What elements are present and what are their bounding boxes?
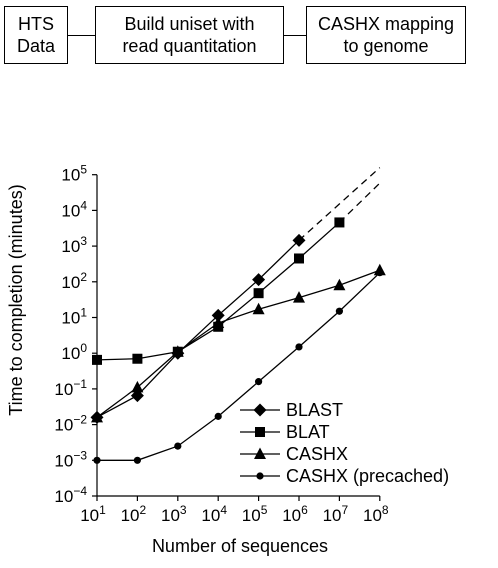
- flow-step-cashx-mapping: CASHX mapping to genome: [306, 6, 466, 64]
- data-point: [253, 288, 264, 299]
- extrapolation-line: [338, 182, 381, 223]
- flow-step-line: read quantitation: [122, 36, 257, 56]
- flow-step-hts-data: HTS Data: [4, 6, 68, 64]
- series-line: [96, 239, 300, 418]
- data-point: [292, 233, 306, 247]
- data-point: [255, 378, 263, 386]
- legend-marker: [256, 472, 264, 480]
- extrapolation-line: [298, 167, 381, 241]
- legend-marker: [253, 403, 267, 417]
- data-point: [252, 273, 266, 287]
- legend-marker: [255, 427, 265, 437]
- data-point: [132, 353, 143, 364]
- legend-label: CASHX (precached): [286, 466, 449, 486]
- x-tick-label: 101: [80, 503, 106, 525]
- y-tick-label: 10−1: [54, 377, 87, 399]
- data-point: [252, 302, 265, 315]
- data-point: [131, 380, 144, 393]
- flow-step-line: Build uniset with: [124, 14, 255, 34]
- legend-marker: [254, 447, 266, 459]
- data-point: [211, 308, 225, 322]
- legend-label: CASHX: [286, 444, 348, 464]
- x-tick-label: 104: [201, 503, 227, 525]
- data-point: [295, 343, 303, 351]
- data-point: [334, 217, 345, 228]
- series-2: [92, 182, 381, 365]
- series-line: [96, 221, 340, 361]
- y-tick-label: 10−4: [54, 484, 87, 506]
- y-tick-label: 10−3: [54, 448, 87, 470]
- data-point: [214, 412, 222, 420]
- legend-label: BLAST: [286, 400, 343, 420]
- data-point: [92, 354, 102, 365]
- flow-step-line: CASHX mapping: [317, 14, 455, 34]
- flow-connector: [284, 35, 306, 36]
- flow-step-line: to genome: [343, 36, 429, 56]
- flow-connector: [68, 35, 95, 36]
- series-1: [90, 167, 381, 424]
- series-line: [97, 272, 381, 461]
- data-point: [294, 253, 304, 264]
- series-line: [96, 269, 381, 418]
- y-tick-label: 105: [61, 163, 87, 185]
- x-tick-label: 108: [363, 503, 389, 525]
- data-point: [174, 442, 182, 450]
- y-axis-label: Time to completion (minutes): [6, 184, 26, 415]
- y-tick-label: 100: [61, 341, 87, 363]
- y-tick-label: 101: [61, 306, 87, 328]
- flow-step-line: Data: [16, 36, 56, 56]
- data-point: [376, 269, 384, 277]
- data-point: [333, 278, 346, 291]
- y-tick-label: 104: [61, 198, 87, 220]
- x-tick-label: 102: [121, 503, 147, 525]
- x-tick-label: 103: [161, 503, 187, 525]
- data-point: [91, 410, 103, 423]
- y-tick-label: 10−2: [54, 413, 87, 435]
- data-point: [171, 345, 184, 357]
- y-tick-label: 102: [61, 270, 87, 292]
- data-point: [293, 291, 305, 303]
- flow-step-build-uniset: Build uniset with read quantitation: [95, 6, 284, 64]
- y-tick-label: 103: [61, 234, 87, 256]
- x-tick-label: 105: [242, 503, 268, 525]
- data-point: [335, 307, 343, 315]
- x-axis-label: Number of sequences: [152, 536, 328, 556]
- flow-step-line: HTS: [18, 14, 54, 34]
- legend-label: BLAT: [286, 422, 330, 442]
- data-point: [93, 456, 101, 464]
- data-point: [133, 456, 141, 464]
- data-point: [212, 316, 225, 329]
- series-4: [93, 269, 384, 464]
- x-tick-label: 107: [323, 503, 349, 525]
- x-tick-label: 106: [282, 503, 308, 525]
